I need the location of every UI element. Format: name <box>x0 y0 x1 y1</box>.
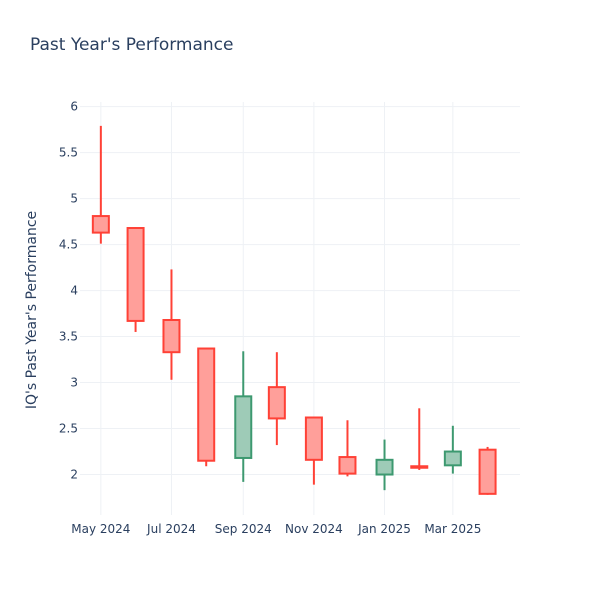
candle-layer <box>91 125 497 495</box>
candle-decreasing <box>197 347 216 467</box>
y-tick-label: 5.5 <box>59 146 78 160</box>
candle-body <box>234 395 253 459</box>
y-tick-label: 4 <box>70 284 78 298</box>
candle-increasing <box>443 425 462 474</box>
candle-body <box>478 448 497 495</box>
candle-body <box>267 386 286 420</box>
candle-decreasing <box>410 408 429 470</box>
candle-decreasing <box>478 446 497 495</box>
candle-body <box>197 347 216 462</box>
candle-body <box>375 458 394 476</box>
candle-body <box>304 416 323 461</box>
y-tick-label: 6 <box>70 100 78 114</box>
y-tick-label: 3 <box>70 376 78 390</box>
candle-body <box>410 465 429 469</box>
y-tick-label: 5 <box>70 192 78 206</box>
x-tick-label: Sep 2024 <box>215 522 272 536</box>
candle-increasing <box>375 439 394 491</box>
axis-layer: 2 2.5 3 3.5 4 4.5 5 5.5 6 May 2024 Jul 2024 Sep 202… <box>59 100 481 536</box>
y-tick-label: 2.5 <box>59 422 78 436</box>
candle-body <box>91 215 110 234</box>
candle-decreasing <box>304 416 323 485</box>
candle-increasing <box>234 351 253 482</box>
y-tick-label: 2 <box>70 468 78 482</box>
candle-decreasing <box>91 125 110 244</box>
candle-decreasing <box>126 227 145 332</box>
y-tick-label: 4.5 <box>59 238 78 252</box>
y-axis-label: IQ's Past Year's Performance <box>24 211 40 409</box>
candle-body <box>338 456 357 475</box>
candle-decreasing <box>338 420 357 477</box>
candle-body <box>443 450 462 467</box>
candle-decreasing <box>267 352 286 446</box>
chart-title: Past Year's Performance <box>30 35 234 55</box>
y-tick-label: 3.5 <box>59 330 78 344</box>
x-tick-label: Jan 2025 <box>357 522 411 536</box>
candle-body <box>126 227 145 322</box>
x-tick-label: Mar 2025 <box>424 522 481 536</box>
candle-decreasing <box>162 269 181 380</box>
candle-body <box>162 318 181 354</box>
x-tick-label: Jul 2024 <box>146 522 196 536</box>
x-tick-label: May 2024 <box>71 522 130 536</box>
x-tick-label: Nov 2024 <box>285 522 343 536</box>
